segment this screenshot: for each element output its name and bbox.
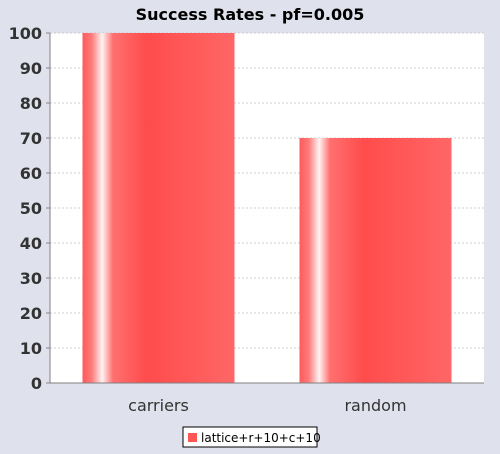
- legend-swatch: [188, 433, 197, 442]
- x-tick-label: random: [344, 396, 406, 415]
- y-tick-label: 100: [9, 24, 42, 43]
- y-tick-label: 20: [20, 304, 42, 323]
- y-tick-label: 10: [20, 339, 42, 358]
- bar: [82, 33, 235, 383]
- y-tick-label: 60: [20, 164, 42, 183]
- legend-box: [182, 426, 318, 448]
- x-tick-label: carriers: [128, 396, 189, 415]
- y-tick-label: 80: [20, 94, 42, 113]
- y-tick-label: 70: [20, 129, 42, 148]
- y-tick-label: 50: [20, 199, 42, 218]
- y-tick-label: 0: [31, 374, 42, 393]
- chart-title: Success Rates - pf=0.005: [136, 5, 365, 24]
- y-tick-label: 30: [20, 269, 42, 288]
- y-tick-label: 40: [20, 234, 42, 253]
- bar: [299, 138, 452, 383]
- y-tick-label: 90: [20, 59, 42, 78]
- legend-label: lattice+r+10+c+10: [201, 431, 321, 445]
